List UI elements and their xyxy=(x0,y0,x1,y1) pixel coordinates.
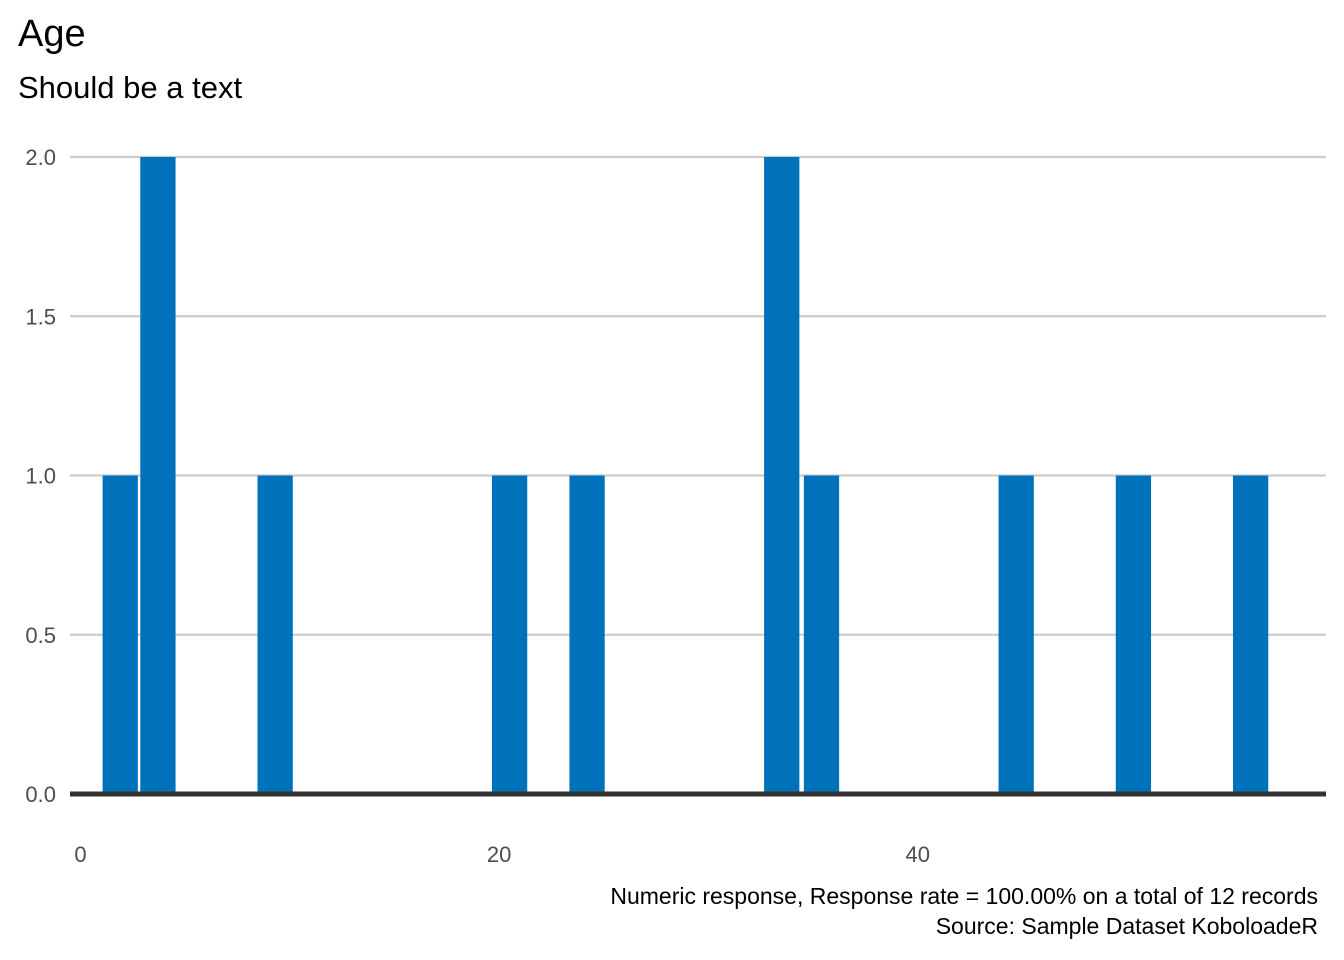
histogram-bar xyxy=(140,157,176,794)
chart-title: Age xyxy=(18,13,86,55)
y-tick-label: 0.5 xyxy=(25,623,56,648)
chart-subtitle: Should be a text xyxy=(18,70,243,105)
x-tick-label: 0 xyxy=(74,842,86,867)
histogram-bar xyxy=(803,475,840,794)
y-tick-label: 2.0 xyxy=(25,145,56,170)
histogram-bar xyxy=(102,475,138,794)
y-tick-label: 1.0 xyxy=(25,464,56,489)
histogram-bar xyxy=(764,157,800,794)
histogram-bar xyxy=(1115,475,1152,794)
histogram-bar xyxy=(257,475,293,794)
caption-response-rate: Numeric response, Response rate = 100.00… xyxy=(610,883,1318,909)
axis-layer: 0.0 0.5 1.0 1.5 2.0 0 20 40 xyxy=(25,145,1326,867)
y-tick-label: 1.5 xyxy=(25,304,56,329)
bar-layer xyxy=(102,157,1269,794)
histogram-bar xyxy=(998,475,1034,794)
histogram-bar xyxy=(1233,475,1269,794)
x-tick-label: 40 xyxy=(906,842,930,867)
histogram-bar xyxy=(569,475,605,794)
histogram-bar xyxy=(491,475,528,794)
caption-source: Source: Sample Dataset KoboloadeR xyxy=(935,913,1318,939)
x-tick-label: 20 xyxy=(487,842,511,867)
y-tick-label: 0.0 xyxy=(25,782,56,807)
